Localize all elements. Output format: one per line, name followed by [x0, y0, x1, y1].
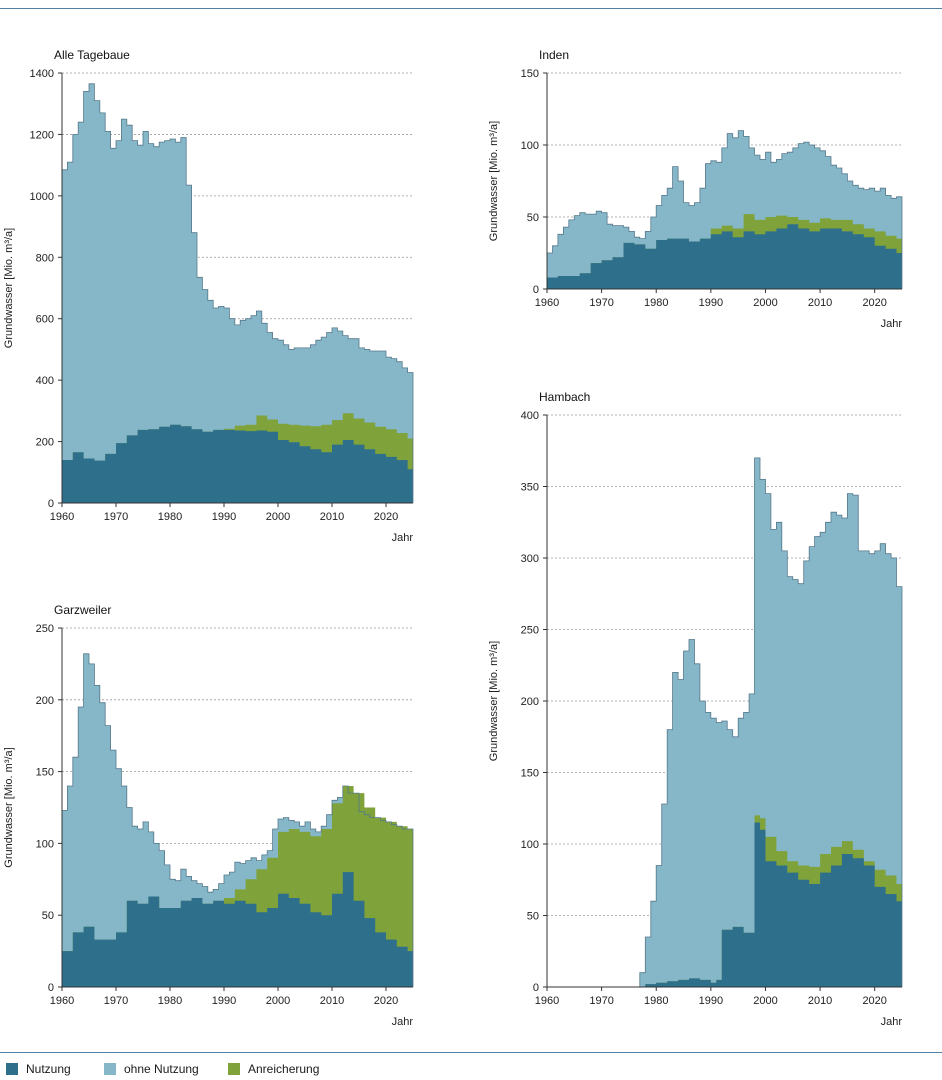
x-tick-label-2000: 2000 — [753, 995, 777, 1007]
y-tick-label-50: 50 — [527, 911, 539, 923]
legend-swatch-nutzung — [6, 1063, 18, 1075]
outline-ohne-nutzung — [547, 130, 903, 254]
chart-garzweiler: 0 50 100 150 200 250 1960 1970 1980 1990 2000 2010 2… — [3, 603, 414, 1028]
y-tick-label-400: 400 — [521, 410, 539, 422]
y-tick-label-0: 0 — [533, 982, 539, 994]
x-tick-label-2010: 2010 — [808, 995, 832, 1007]
y-tick-label-250: 250 — [36, 623, 54, 635]
y-tick-label-1000: 1000 — [30, 191, 54, 203]
x-tick-label-1980: 1980 — [158, 511, 182, 523]
x-tick-label-1960: 1960 — [50, 511, 74, 523]
chart-alle-tagebaue: 0 200 400 600 800 1000 1200 1400 1960 1970 1980 199… — [3, 48, 414, 544]
y-tick-label-1400: 1400 — [30, 68, 54, 80]
legend-item-nutzung: Nutzung — [6, 1062, 71, 1076]
x-tick-label-1970: 1970 — [104, 511, 128, 523]
area-ohne-nutzung — [547, 457, 902, 987]
area-nutzung — [547, 822, 902, 987]
x-tick-label-2020: 2020 — [374, 995, 398, 1007]
x-tick-label-1970: 1970 — [104, 995, 128, 1007]
x-tick-label-1990: 1990 — [699, 995, 723, 1007]
y-tick-label-200: 200 — [36, 695, 54, 707]
y-tick-label-0: 0 — [48, 982, 54, 994]
y-tick-label-50: 50 — [42, 910, 54, 922]
y-tick-label-150: 150 — [521, 68, 539, 80]
y-tick-label-200: 200 — [521, 696, 539, 708]
y-axis-label: Grundwasser [Mio. m³/a] — [3, 747, 15, 867]
chart-inden: 0 50 100 150 1960 1970 1980 1990 2000 2010 2020 Ind… — [488, 48, 903, 330]
y-axis-label: Grundwasser [Mio. m³/a] — [488, 641, 500, 761]
x-axis-label: Jahr — [392, 532, 414, 544]
x-axis-label: Jahr — [392, 1016, 414, 1028]
x-tick-label-2000: 2000 — [753, 297, 777, 309]
area-nutzung — [547, 224, 902, 289]
y-axis-label: Grundwasser [Mio. m³/a] — [488, 121, 500, 241]
y-axis-label: Grundwasser [Mio. m³/a] — [3, 228, 15, 348]
y-tick-label-800: 800 — [36, 252, 54, 264]
outline-ohne-nutzung — [62, 83, 414, 378]
chart-title: Hambach — [539, 390, 590, 404]
top-rule — [0, 8, 942, 9]
legend-swatch-anreicherung — [228, 1063, 240, 1075]
x-tick-label-1990: 1990 — [212, 995, 236, 1007]
legend-item-anreicherung: Anreicherung — [228, 1062, 319, 1076]
area-ohne-nutzung — [62, 83, 413, 504]
y-tick-label-200: 200 — [36, 437, 54, 449]
x-tick-label-1980: 1980 — [644, 995, 668, 1007]
x-axis-label: Jahr — [881, 1016, 903, 1028]
y-tick-label-350: 350 — [521, 482, 539, 494]
y-tick-label-150: 150 — [36, 767, 54, 779]
y-tick-label-150: 150 — [521, 768, 539, 780]
chart-title: Garzweiler — [54, 603, 111, 617]
x-tick-label-1970: 1970 — [589, 297, 613, 309]
x-tick-label-1980: 1980 — [644, 297, 668, 309]
chart-title: Alle Tagebaue — [54, 48, 130, 62]
x-tick-label-1990: 1990 — [699, 297, 723, 309]
y-tick-label-600: 600 — [36, 314, 54, 326]
x-tick-label-1960: 1960 — [535, 297, 559, 309]
y-tick-label-0: 0 — [533, 284, 539, 296]
outline-ohne-nutzung — [62, 653, 414, 893]
y-tick-label-400: 400 — [36, 375, 54, 387]
chart-title: Inden — [539, 48, 569, 62]
legend-label-anreicherung: Anreicherung — [248, 1062, 320, 1076]
bottom-rule — [0, 1052, 942, 1053]
x-tick-label-2010: 2010 — [808, 297, 832, 309]
legend-item-ohne-nutzung: ohne Nutzung — [104, 1062, 199, 1076]
legend: Nutzung ohne Nutzung Anreicherung — [0, 1062, 942, 1078]
x-tick-label-2010: 2010 — [320, 995, 344, 1007]
y-tick-label-50: 50 — [527, 212, 539, 224]
x-tick-label-1980: 1980 — [158, 995, 182, 1007]
x-axis-label: Jahr — [881, 318, 903, 330]
y-tick-label-1200: 1200 — [30, 129, 54, 141]
legend-label-ohne-nutzung: ohne Nutzung — [124, 1062, 199, 1076]
x-tick-label-2000: 2000 — [266, 511, 290, 523]
x-tick-label-1960: 1960 — [535, 995, 559, 1007]
chart-hambach: 0 50 100 150 200 250 300 350 400 1960 1970 1980 1990… — [488, 390, 903, 1028]
y-tick-label-300: 300 — [521, 553, 539, 565]
legend-label-nutzung: Nutzung — [26, 1062, 71, 1076]
y-tick-label-100: 100 — [521, 839, 539, 851]
y-tick-label-100: 100 — [521, 140, 539, 152]
x-tick-label-2020: 2020 — [374, 511, 398, 523]
x-tick-label-1970: 1970 — [589, 995, 613, 1007]
y-tick-label-100: 100 — [36, 838, 54, 850]
outline-ohne-nutzung — [547, 457, 903, 988]
y-tick-label-250: 250 — [521, 625, 539, 637]
x-tick-label-1960: 1960 — [50, 995, 74, 1007]
x-tick-label-1990: 1990 — [212, 511, 236, 523]
x-tick-label-2000: 2000 — [266, 995, 290, 1007]
x-tick-label-2020: 2020 — [862, 995, 886, 1007]
legend-swatch-ohne-nutzung — [104, 1063, 116, 1075]
x-tick-label-2010: 2010 — [320, 511, 344, 523]
area-nutzung — [62, 424, 413, 503]
y-tick-label-0: 0 — [48, 498, 54, 510]
area-nutzung — [62, 872, 413, 987]
x-tick-label-2020: 2020 — [862, 297, 886, 309]
